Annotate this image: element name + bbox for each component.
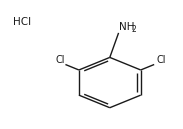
- Text: NH: NH: [119, 22, 134, 32]
- Text: Cl: Cl: [55, 55, 65, 65]
- Text: HCl: HCl: [13, 17, 31, 27]
- Text: Cl: Cl: [156, 55, 165, 65]
- Text: 2: 2: [132, 25, 137, 34]
